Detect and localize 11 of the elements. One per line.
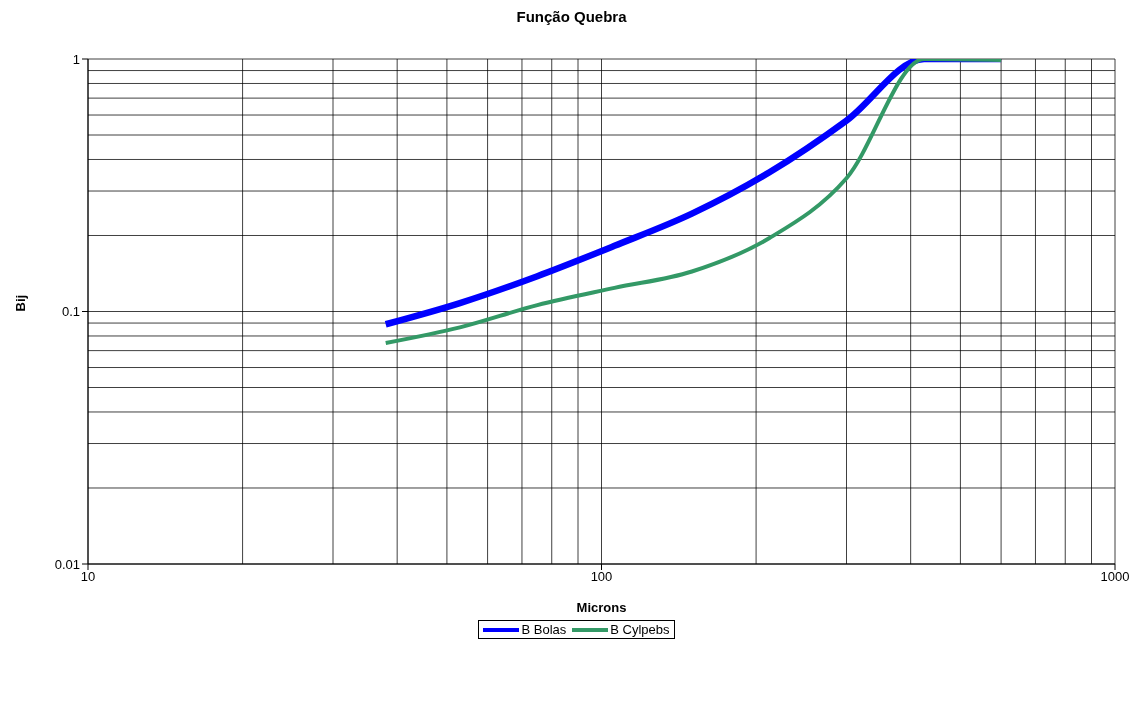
y-tick-label: 0.01 [54, 556, 80, 572]
y-tick-label: 1 [72, 51, 80, 67]
legend-label: B Bolas [521, 622, 567, 637]
x-tick-label: 10 [80, 569, 96, 585]
chart-title: Função Quebra [515, 8, 628, 25]
legend-label: B Cylpebs [610, 622, 670, 637]
x-tick-label: 1000 [1100, 569, 1130, 585]
y-tick-label: 0.1 [61, 304, 80, 320]
y-axis-title: Bij [12, 294, 28, 312]
x-axis-title: Microns [576, 600, 627, 615]
x-tick-label: 100 [590, 569, 613, 585]
